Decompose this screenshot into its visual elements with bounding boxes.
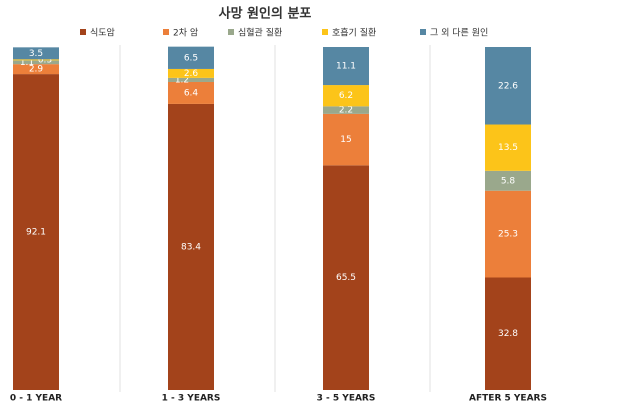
data-label: 65.5 — [336, 273, 356, 283]
bar-segment — [323, 106, 369, 114]
legend-swatch — [163, 29, 169, 35]
data-label: 13.5 — [498, 143, 518, 153]
data-label: 6.4 — [184, 88, 199, 98]
bar-segment — [168, 68, 214, 78]
bar-segment — [485, 47, 531, 125]
bar-segment — [323, 47, 369, 86]
data-label: 0.3 — [38, 55, 52, 65]
chart-title: 사망 원인의 분포 — [219, 6, 312, 22]
data-label: 3.5 — [29, 49, 43, 59]
bar-segment — [323, 113, 369, 166]
data-label: 83.4 — [181, 242, 201, 252]
bar-segment — [485, 277, 531, 390]
data-label: 6.5 — [184, 53, 198, 63]
legend-label: 심혈관 질환 — [238, 27, 282, 39]
data-label: 2.9 — [29, 65, 44, 75]
data-label: 1.2 — [175, 75, 189, 85]
x-tick-label: 1 - 3 YEARS — [162, 394, 221, 404]
bar-segment — [13, 59, 59, 61]
data-label: 2.6 — [184, 69, 199, 79]
bar-segment — [13, 60, 59, 65]
bar-segment — [168, 103, 214, 391]
bar-segment — [168, 81, 214, 104]
legend-swatch — [420, 29, 426, 35]
legend-label: 호흡기 질환 — [332, 27, 376, 39]
legend-label: 2차 암 — [173, 27, 198, 39]
bar-segment — [485, 170, 531, 191]
bar-segment — [13, 74, 59, 391]
data-label: 32.8 — [498, 329, 518, 339]
legend-label: 그 외 다른 원인 — [430, 27, 488, 39]
data-label: 92.1 — [26, 228, 46, 238]
x-tick-label: AFTER 5 YEARS — [469, 394, 547, 404]
legend-swatch — [228, 29, 234, 35]
bar-segment — [323, 165, 369, 390]
data-label: 2.2 — [339, 106, 353, 116]
data-label: 15 — [340, 135, 351, 145]
bar-segment — [13, 64, 59, 75]
bar-segment — [323, 85, 369, 107]
data-label: 25.3 — [498, 230, 518, 240]
data-label: 1.1 — [20, 58, 34, 68]
bar-segment — [168, 77, 214, 82]
x-tick-label: 0 - 1 YEAR — [10, 394, 62, 404]
separators — [119, 45, 431, 392]
bar-segment — [168, 46, 214, 69]
legend-swatch — [322, 29, 328, 35]
bar-segment — [485, 124, 531, 171]
legend-swatch — [80, 29, 86, 35]
x-tick-label: 3 - 5 YEARS — [317, 394, 376, 404]
data-label: 11.1 — [336, 62, 356, 72]
data-label: 22.6 — [498, 81, 518, 91]
bar-segment — [13, 47, 59, 60]
data-label: 5.8 — [501, 176, 516, 186]
legend-label: 식도암 — [90, 27, 115, 39]
bar-segment — [485, 190, 531, 278]
data-label: 6.2 — [339, 91, 353, 101]
